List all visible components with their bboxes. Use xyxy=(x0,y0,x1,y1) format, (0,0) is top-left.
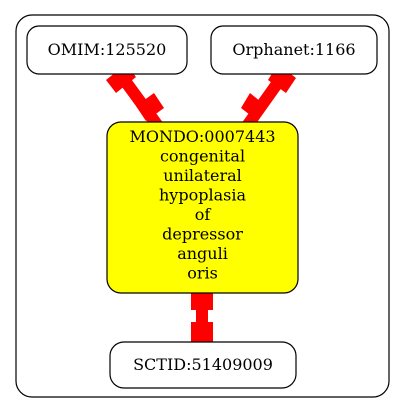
node-mondo-label-line: anguli xyxy=(177,244,228,263)
node-mondo[interactable]: MONDO:0007443 congenital unilateral hypopla… xyxy=(106,121,299,294)
node-mondo-label-line: oris xyxy=(187,264,218,283)
node-mondo-label-line: depressor xyxy=(162,225,243,244)
node-mondo-label: MONDO:0007443 congenital unilateral hypopla… xyxy=(129,127,275,283)
node-mondo-label-line: hypoplasia xyxy=(159,186,246,205)
edge-orphanet-mondo-head-marker xyxy=(241,93,266,121)
node-mondo-label-line: of xyxy=(195,205,212,224)
node-sctid-label: SCTID:51409009 xyxy=(133,355,273,374)
node-omim[interactable]: OMIM:125520 xyxy=(26,25,188,75)
edge-omim-mondo-head-marker xyxy=(136,93,164,121)
node-mondo-label-line: MONDO:0007443 xyxy=(129,127,275,146)
node-mondo-label-line: unilateral xyxy=(163,166,242,185)
node-omim-label: OMIM:125520 xyxy=(48,40,167,59)
edge-mondo-sctid xyxy=(191,288,213,346)
node-orphanet-label: Orphanet:1166 xyxy=(232,40,355,59)
node-orphanet[interactable]: Orphanet:1166 xyxy=(210,25,378,75)
node-sctid[interactable]: SCTID:51409009 xyxy=(109,341,297,389)
edge-mondo-sctid-head-marker xyxy=(191,322,213,346)
node-mondo-label-line: congenital xyxy=(160,147,245,166)
